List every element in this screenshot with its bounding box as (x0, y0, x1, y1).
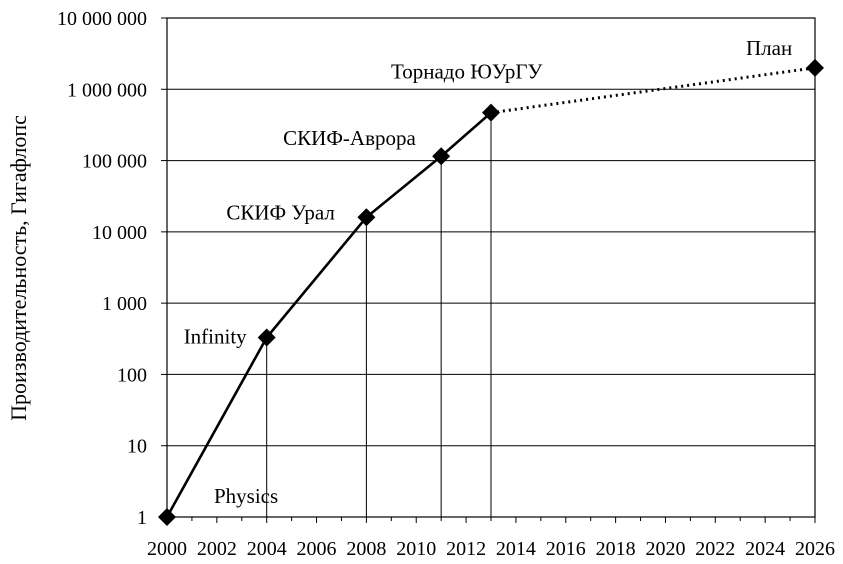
performance-line (165, 111, 492, 518)
data-point-marker (806, 58, 824, 77)
x-tick-label: 2022 (695, 538, 735, 560)
y-tick-label: 10 (127, 436, 147, 458)
y-tick-label: 1 000 (102, 293, 147, 315)
x-tick-label: 2008 (346, 538, 386, 560)
data-point-label: Infinity (184, 324, 247, 348)
data-point-label: СКИФ-Аврора (283, 126, 416, 150)
x-tick-label: 2010 (396, 538, 436, 560)
data-point-label: СКИФ Урал (226, 200, 335, 224)
y-tick-label: 1 (137, 507, 147, 529)
data-point-label: План (746, 36, 792, 60)
y-tick-label: 1 000 000 (67, 79, 147, 101)
plan-projection-line (490, 66, 816, 115)
x-tick-label: 2020 (645, 538, 685, 560)
x-tick-label: 2024 (745, 538, 785, 560)
data-point-label: Physics (214, 484, 278, 508)
data-point-marker (357, 208, 376, 227)
data-point-marker (257, 328, 276, 347)
x-tick-label: 2004 (247, 538, 287, 560)
y-tick-label: 100 (117, 364, 147, 386)
x-tick-label: 2012 (446, 538, 486, 560)
x-tick-label: 2002 (197, 538, 237, 560)
data-point-marker (482, 103, 500, 122)
data-point-marker (432, 147, 451, 166)
x-tick-label: 2018 (596, 538, 636, 560)
x-tick-label: 2016 (546, 538, 586, 560)
x-tick-label: 2026 (795, 538, 835, 560)
y-tick-label: 100 000 (82, 151, 147, 173)
y-tick-label: 10 000 000 (57, 8, 147, 30)
y-axis-label: Производительность, Гигафлопс (6, 115, 31, 421)
data-point-label: Торнадо ЮУрГУ (391, 60, 542, 84)
x-tick-label: 2000 (147, 538, 187, 560)
y-tick-label: 10 000 (92, 222, 147, 244)
data-point-marker (158, 508, 176, 526)
x-tick-label: 2014 (496, 538, 536, 560)
x-tick-label: 2006 (297, 538, 337, 560)
